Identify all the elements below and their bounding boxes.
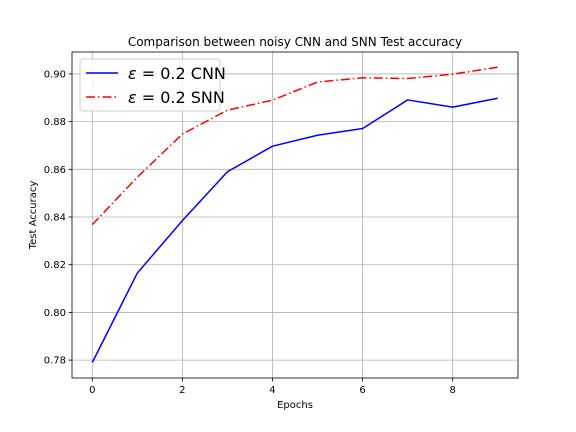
x-tick-label: 0 xyxy=(89,385,95,396)
legend-label-cnn-symbol: ε xyxy=(128,64,137,83)
legend-label-snn-rest: = 0.2 SNN xyxy=(137,88,225,107)
series-layer xyxy=(91,66,498,363)
series-line-cnn xyxy=(91,97,498,363)
x-axis-label: Epochs xyxy=(277,400,313,411)
x-tick-label: 6 xyxy=(359,385,365,396)
y-tick-label: 0.90 xyxy=(44,69,66,80)
y-axis-label: Test Accuracy xyxy=(28,181,39,251)
y-tick-label: 0.86 xyxy=(44,165,66,176)
tick-layer: 0 2 4 6 8 0.78 0.80 0.82 0.84 0.86 0.88 0.90 xyxy=(44,69,456,396)
y-tick-label: 0.80 xyxy=(44,308,66,319)
y-tick-label: 0.88 xyxy=(44,117,66,128)
legend-label-cnn-rest: = 0.2 CNN xyxy=(137,64,226,83)
y-tick-label: 0.84 xyxy=(44,213,66,224)
legend-label-snn: ε = 0.2 SNN xyxy=(128,88,225,107)
legend-box xyxy=(79,58,221,112)
x-tick-label: 4 xyxy=(269,385,275,396)
y-tick-label: 0.78 xyxy=(44,356,66,367)
legend-label-cnn: ε = 0.2 CNN xyxy=(128,64,226,83)
chart-title: Comparison between noisy CNN and SNN Tes… xyxy=(128,35,462,49)
y-tick-label: 0.82 xyxy=(44,260,66,271)
legend-label-snn-symbol: ε xyxy=(128,88,137,107)
plot-frame xyxy=(71,51,519,379)
grid-layer xyxy=(72,52,518,378)
legend: ε = 0.2 CNN ε = 0.2 SNN xyxy=(79,58,226,112)
x-tick-label: 8 xyxy=(449,385,455,396)
x-tick-label: 2 xyxy=(179,385,185,396)
series-line-snn xyxy=(91,66,498,226)
